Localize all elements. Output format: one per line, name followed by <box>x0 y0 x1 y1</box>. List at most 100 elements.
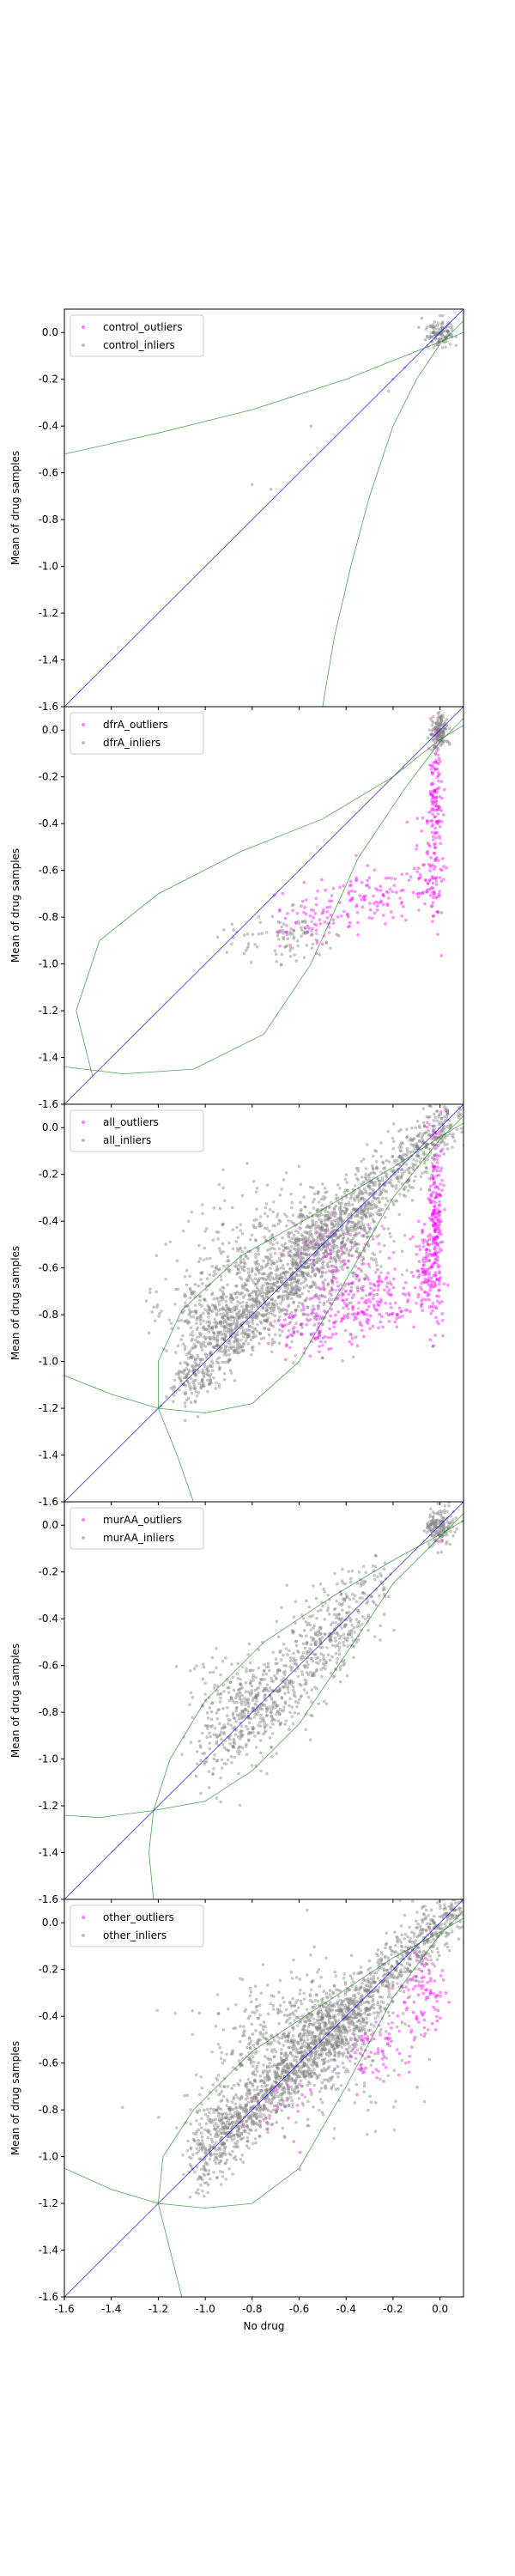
scatter-point <box>296 1239 300 1242</box>
scatter-point <box>259 1769 263 1773</box>
scatter-point <box>410 1126 414 1130</box>
scatter-point <box>382 1227 385 1230</box>
scatter-point <box>278 928 282 933</box>
scatter-point <box>443 1510 446 1515</box>
scatter-point <box>314 896 318 901</box>
scatter-point <box>314 1293 318 1297</box>
scatter-point <box>371 1200 374 1203</box>
scatter-point <box>237 1771 240 1776</box>
scatter-point <box>312 1223 316 1226</box>
scatter-point <box>216 1708 220 1712</box>
scatter-point <box>216 1297 220 1300</box>
y-tick-label: -0.4 <box>39 420 58 432</box>
scatter-point <box>258 1341 261 1346</box>
scatter-point <box>233 1379 237 1382</box>
scatter-point <box>244 1339 248 1343</box>
scatter-point <box>278 1194 282 1197</box>
scatter-point <box>366 1223 370 1226</box>
scatter-point <box>255 1186 259 1190</box>
scatter-point <box>428 879 432 883</box>
scatter-point <box>435 1161 439 1164</box>
scatter-point <box>315 1317 319 1321</box>
scatter-point <box>246 1334 250 1337</box>
scatter-point <box>169 1321 173 1325</box>
scatter-point <box>403 1233 407 1237</box>
scatter-point <box>429 1312 433 1315</box>
scatter-point <box>384 1216 387 1219</box>
scatter-point <box>279 1273 283 1276</box>
scatter-point <box>314 928 318 933</box>
scatter-point <box>288 1313 292 1316</box>
scatter-point <box>328 1327 331 1331</box>
plot-area <box>64 309 464 707</box>
scatter-point <box>415 1269 419 1273</box>
scatter-point <box>445 1540 449 1544</box>
scatter-point <box>421 1258 425 1261</box>
y-axis-label: Mean of drug samples <box>9 451 21 565</box>
scatter-point <box>436 1551 440 1555</box>
scatter-point <box>366 1235 369 1238</box>
scatter-point <box>391 1136 395 1140</box>
scatter-point <box>312 1200 315 1204</box>
scatter-point <box>242 1261 246 1265</box>
scatter-point <box>388 1231 391 1236</box>
scatter-point <box>317 1249 320 1254</box>
identity-line <box>64 1104 464 1502</box>
scatter-point <box>187 1351 191 1354</box>
scatter-point <box>373 1271 378 1274</box>
scatter-point <box>275 1676 278 1680</box>
scatter-point <box>440 728 444 732</box>
scatter-point <box>236 1300 239 1303</box>
scatter-point <box>440 1086 443 1089</box>
scatter-point <box>425 1247 429 1251</box>
scatter-point <box>273 1251 277 1255</box>
scatter-point <box>317 1321 321 1325</box>
scatter-point <box>300 928 304 932</box>
scatter-point <box>262 1716 265 1720</box>
scatter-point <box>239 1691 242 1695</box>
scatter-point <box>251 1180 256 1183</box>
scatter-point <box>256 1249 260 1253</box>
scatter-point <box>201 1384 205 1388</box>
scatter-point <box>438 1283 441 1286</box>
scatter-point <box>425 1526 429 1530</box>
scatter-point <box>436 1278 439 1282</box>
scatter-point <box>207 1370 210 1373</box>
scatter-point <box>314 1596 318 1601</box>
scatter-point <box>210 1364 215 1369</box>
scatter-point <box>358 894 361 897</box>
scatter-point <box>411 890 415 895</box>
scatter-point <box>305 1691 309 1695</box>
scatter-point <box>348 1203 351 1207</box>
scatter-point <box>219 1696 222 1700</box>
scatter-point <box>272 1303 276 1307</box>
scatter-point <box>428 865 432 869</box>
scatter-point <box>374 887 378 890</box>
scatter-point <box>353 1315 357 1319</box>
scatter-point <box>186 1363 190 1366</box>
scatter-point <box>416 896 421 899</box>
scatter-point <box>306 1695 311 1699</box>
scatter-point <box>334 1222 338 1226</box>
scatter-point <box>461 1101 464 1103</box>
scatter-point <box>415 1302 418 1305</box>
scatter-point <box>372 1293 375 1297</box>
scatter-point <box>288 1320 293 1324</box>
scatter-point <box>241 1315 245 1319</box>
scatter-point <box>206 1378 209 1382</box>
scatter-point <box>395 1187 398 1190</box>
scatter-point <box>191 1334 195 1338</box>
scatter-point <box>325 1253 330 1256</box>
scatter-point <box>330 1213 334 1217</box>
scatter-point <box>424 1279 428 1283</box>
scatter-point <box>433 815 437 819</box>
scatter-point <box>429 1200 433 1205</box>
scatter-point <box>422 1256 426 1260</box>
scatter-point <box>437 779 440 783</box>
scatter-point <box>305 1634 308 1637</box>
scatter-point <box>367 876 372 880</box>
scatter-point <box>347 1259 350 1263</box>
scatter-point <box>305 1652 309 1656</box>
scatter-point <box>430 719 433 723</box>
scatter-point <box>344 1225 348 1229</box>
